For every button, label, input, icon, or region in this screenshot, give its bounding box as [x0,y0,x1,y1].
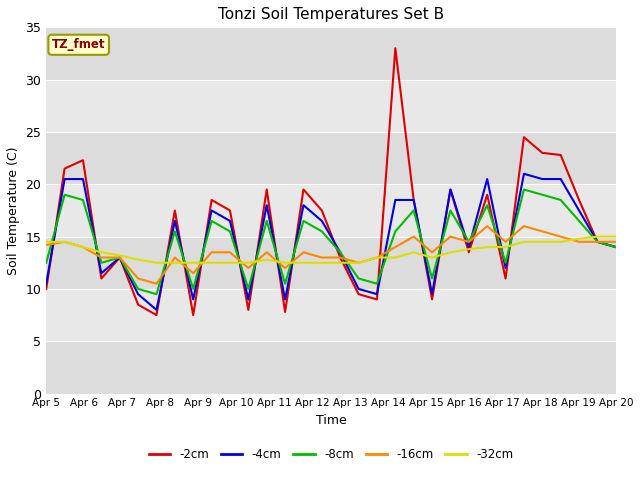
Bar [46,341,616,394]
Bar [46,289,616,341]
Bar [46,237,616,289]
Bar [46,184,616,237]
Legend: -2cm, -4cm, -8cm, -16cm, -32cm: -2cm, -4cm, -8cm, -16cm, -32cm [144,444,518,466]
Text: TZ_fmet: TZ_fmet [52,38,106,51]
X-axis label: Time: Time [316,414,346,427]
Title: Tonzi Soil Temperatures Set B: Tonzi Soil Temperatures Set B [218,7,444,22]
Bar [46,27,616,80]
Bar [46,80,616,132]
Bar [46,132,616,184]
Y-axis label: Soil Temperature (C): Soil Temperature (C) [7,146,20,275]
